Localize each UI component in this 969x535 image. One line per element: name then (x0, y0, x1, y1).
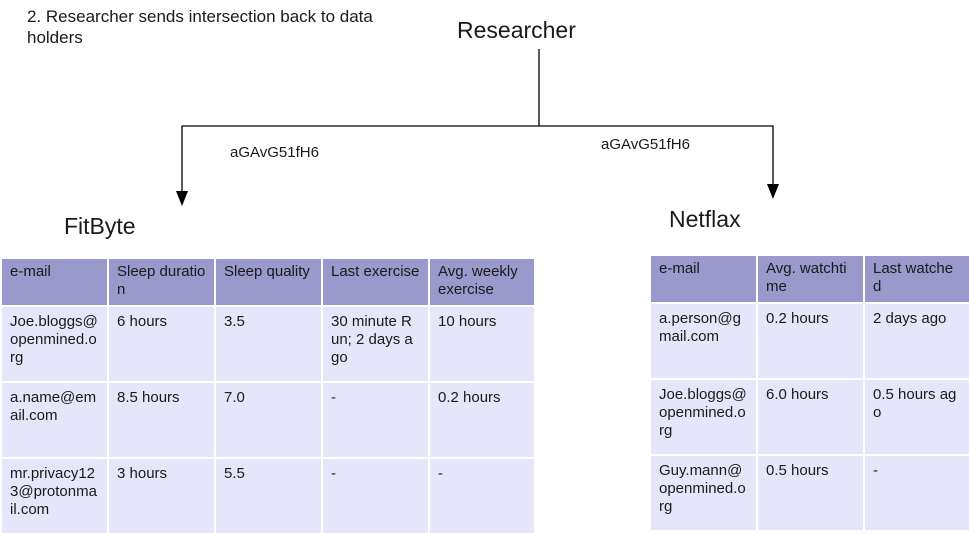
table-cell: - (428, 457, 536, 535)
table-cell: a.person@gmail.com (649, 302, 758, 380)
table-row: Joe.bloggs@openmined.org 6 hours 3.5 30 … (0, 305, 536, 383)
table-cell: 3 hours (107, 457, 216, 535)
table-row: Guy.mann@openmined.org 0.5 hours - (649, 454, 969, 532)
netflax-title: Netflax (669, 206, 741, 232)
table-row: mr.privacy123@protonmail.com 3 hours 5.5… (0, 457, 536, 535)
arrowhead-fitbyte (176, 191, 188, 206)
arrowhead-netflax (767, 184, 779, 199)
column-header: e-mail (0, 257, 109, 307)
table-cell: Joe.bloggs@openmined.org (0, 305, 109, 383)
column-header: Sleep duration (107, 257, 216, 307)
table-cell: mr.privacy123@protonmail.com (0, 457, 109, 535)
fitbyte-table: e-mail Sleep duration Sleep quality Last… (0, 257, 536, 535)
table-cell: 2 days ago (863, 302, 969, 380)
step-caption: 2. Researcher sends intersection back to… (27, 7, 373, 47)
column-header: Avg. watchtime (756, 254, 865, 304)
table-cell: 3.5 (214, 305, 323, 383)
table-row: a.person@gmail.com 0.2 hours 2 days ago (649, 302, 969, 380)
table-cell: 10 hours (428, 305, 536, 383)
researcher-label: Researcher (457, 17, 576, 43)
column-header: Last exercise (321, 257, 430, 307)
table-row: a.name@email.com 8.5 hours 7.0 - 0.2 hou… (0, 381, 536, 459)
arrow-to-fitbyte (181, 125, 539, 193)
arrow-to-netflax (539, 125, 774, 186)
token-to-netflax: aGAvG51fH6 (601, 136, 690, 153)
column-header: Sleep quality (214, 257, 323, 307)
table-cell: 6.0 hours (756, 378, 865, 456)
table-header-row: e-mail Avg. watchtime Last watched (649, 254, 969, 304)
table-cell: Joe.bloggs@openmined.org (649, 378, 758, 456)
table-cell: - (321, 457, 430, 535)
table-cell: Guy.mann@openmined.org (649, 454, 758, 532)
fitbyte-title: FitByte (64, 213, 136, 239)
table-cell: 0.2 hours (756, 302, 865, 380)
table-row: Joe.bloggs@openmined.org 6.0 hours 0.5 h… (649, 378, 969, 456)
table-cell: - (321, 381, 430, 459)
table-cell: 0.2 hours (428, 381, 536, 459)
table-header-row: e-mail Sleep duration Sleep quality Last… (0, 257, 536, 307)
table-cell: 0.5 hours ago (863, 378, 969, 456)
table-cell: a.name@email.com (0, 381, 109, 459)
table-cell: 5.5 (214, 457, 323, 535)
token-to-fitbyte: aGAvG51fH6 (230, 144, 319, 161)
table-cell: 0.5 hours (756, 454, 865, 532)
table-cell: 30 minute Run; 2 days ago (321, 305, 430, 383)
table-cell: - (863, 454, 969, 532)
column-header: Avg. weekly exercise (428, 257, 536, 307)
table-cell: 6 hours (107, 305, 216, 383)
column-header: Last watched (863, 254, 969, 304)
netflax-table: e-mail Avg. watchtime Last watched a.per… (649, 254, 969, 532)
table-cell: 7.0 (214, 381, 323, 459)
column-header: e-mail (649, 254, 758, 304)
table-cell: 8.5 hours (107, 381, 216, 459)
